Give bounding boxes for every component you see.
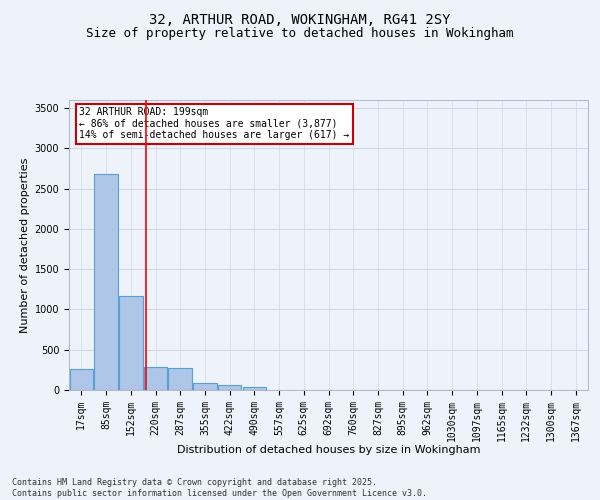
Y-axis label: Number of detached properties: Number of detached properties <box>20 158 31 332</box>
Text: Contains HM Land Registry data © Crown copyright and database right 2025.
Contai: Contains HM Land Registry data © Crown c… <box>12 478 427 498</box>
Bar <box>144 367 167 390</box>
Bar <box>70 369 93 390</box>
X-axis label: Distribution of detached houses by size in Wokingham: Distribution of detached houses by size … <box>177 445 480 455</box>
Bar <box>94 174 118 390</box>
Bar <box>169 368 192 390</box>
Text: 32 ARTHUR ROAD: 199sqm
← 86% of detached houses are smaller (3,877)
14% of semi-: 32 ARTHUR ROAD: 199sqm ← 86% of detached… <box>79 108 350 140</box>
Bar <box>193 382 217 390</box>
Bar <box>242 386 266 390</box>
Text: Size of property relative to detached houses in Wokingham: Size of property relative to detached ho… <box>86 28 514 40</box>
Text: 32, ARTHUR ROAD, WOKINGHAM, RG41 2SY: 32, ARTHUR ROAD, WOKINGHAM, RG41 2SY <box>149 12 451 26</box>
Bar <box>119 296 143 390</box>
Bar <box>218 384 241 390</box>
